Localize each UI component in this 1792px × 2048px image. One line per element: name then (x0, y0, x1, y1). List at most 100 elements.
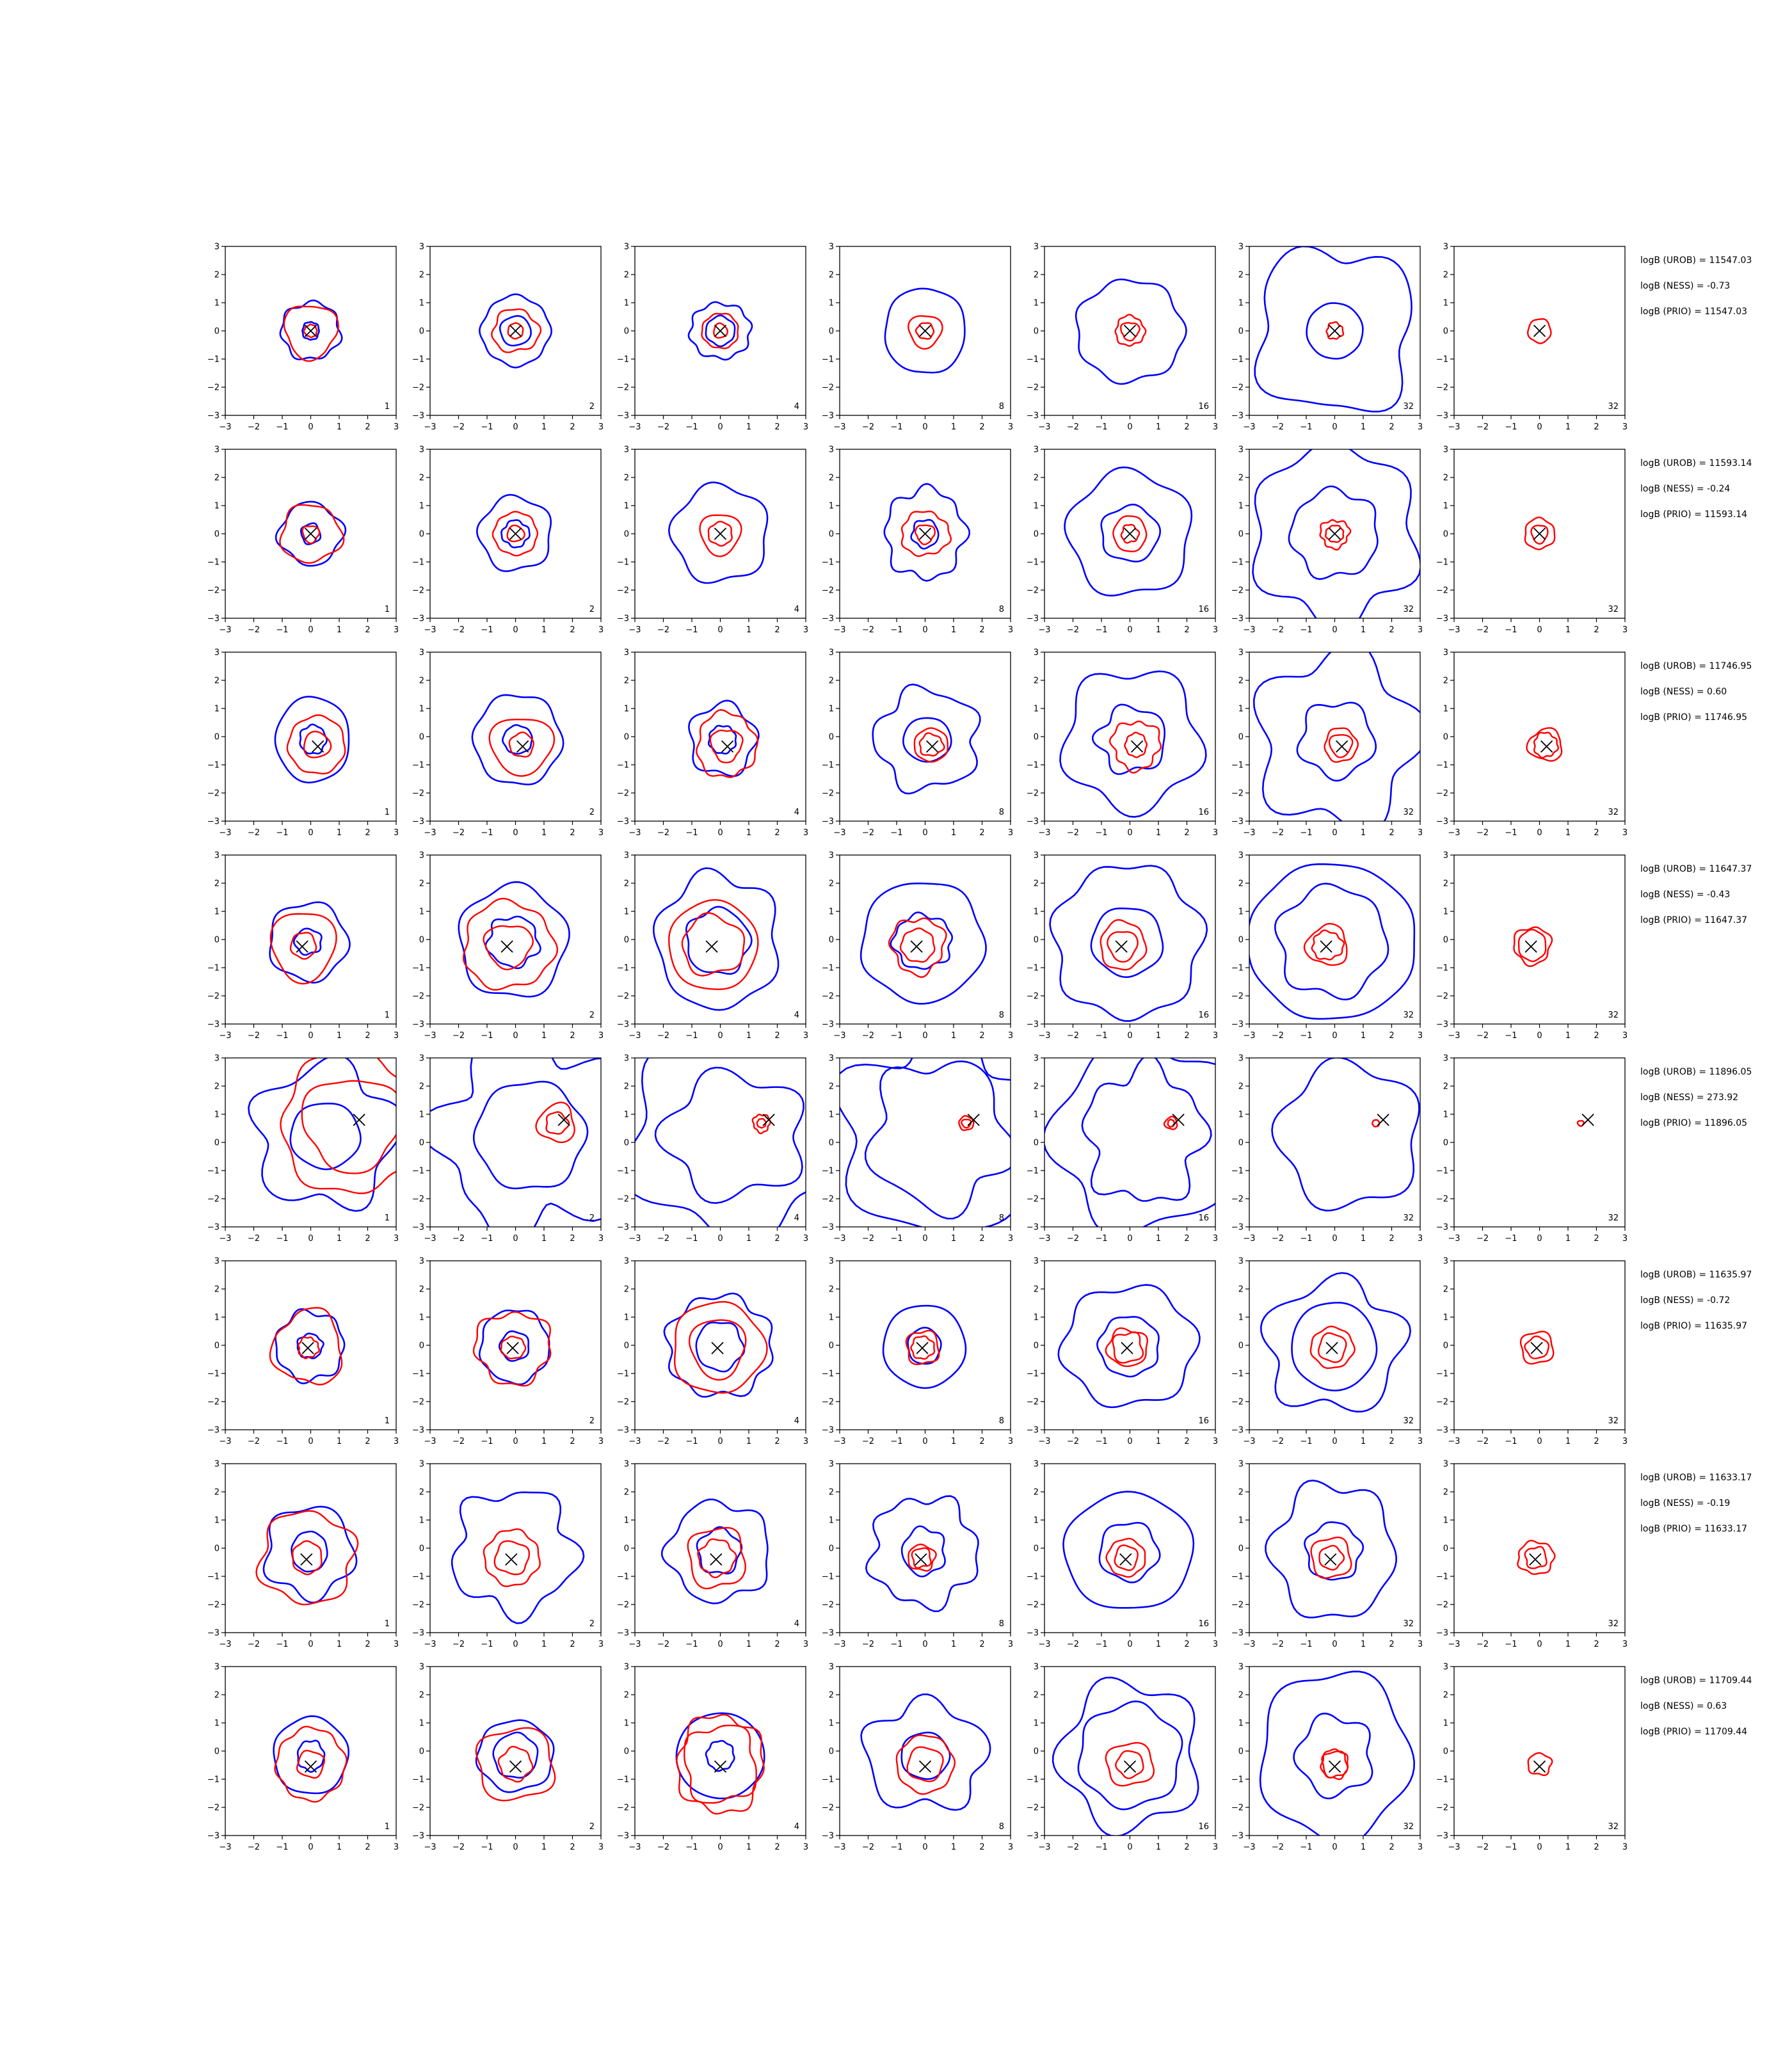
red-contour (535, 1101, 575, 1144)
panel-r6-c1: −3 −2 −1 0 1 2 3 −3 −2 −1 0 1 2 3 1 (207, 1257, 399, 1447)
logb-stat-2: logB (NESS) = -0.73 (1640, 281, 1730, 291)
y-tick-label: −3 (207, 1020, 220, 1030)
panel-number-label: 16 (1198, 1416, 1209, 1426)
y-tick-label: −3 (617, 1426, 629, 1436)
red-contour (289, 932, 317, 960)
x-tick-label: 2 (1389, 1640, 1394, 1649)
x-tick-label: −2 (248, 1843, 260, 1852)
red-contour (488, 719, 556, 777)
y-tick-label: 0 (1034, 1341, 1039, 1351)
axes-frame (1044, 1057, 1216, 1228)
x-tick-label: −2 (1476, 1031, 1489, 1041)
red-contour (676, 1713, 765, 1815)
x-tick-label: −1 (1300, 625, 1312, 635)
x-tick-label: 2 (1184, 1437, 1189, 1446)
plot-area (1049, 865, 1208, 1022)
red-contour (301, 525, 321, 545)
x-tick-label: −1 (1300, 1843, 1312, 1852)
panel-r1-c6: −3 −2 −1 0 1 2 3 −3 −2 −1 0 1 2 3 32 (1231, 243, 1423, 433)
x-marker (301, 1341, 314, 1355)
plot-area (255, 1505, 359, 1606)
x-tick-label: 1 (337, 1843, 342, 1852)
blue-contour (900, 1731, 951, 1780)
y-tick-label: 3 (1238, 1460, 1244, 1469)
red-contour (1372, 1119, 1380, 1128)
plot-area (1526, 727, 1563, 762)
x-tick-label: 3 (803, 1234, 808, 1244)
plot-area (458, 881, 570, 998)
red-contour (701, 312, 739, 349)
y-tick-label: 1 (624, 1516, 629, 1526)
plot-area (1524, 516, 1556, 550)
plot-area (475, 1719, 556, 1802)
x-tick-label: 1 (1156, 422, 1161, 432)
panel-number-label: 2 (589, 808, 595, 817)
x-tick-label: 3 (1418, 1031, 1423, 1041)
y-tick-label: 0 (1443, 1747, 1448, 1757)
x-marker (1123, 1760, 1137, 1773)
panel-r8-c1: −3 −2 −1 0 1 2 3 −3 −2 −1 0 1 2 3 1 (207, 1663, 399, 1853)
panel-r3-c2: −3 −2 −1 0 1 2 3 −3 −2 −1 0 1 2 3 2 (412, 648, 604, 838)
x-marker (311, 740, 324, 753)
y-tick-label: −2 (617, 992, 629, 1002)
y-tick-label: 3 (1443, 1663, 1448, 1672)
x-marker (925, 740, 939, 753)
y-tick-label: −2 (617, 383, 629, 393)
y-tick-label: 0 (1238, 1341, 1244, 1351)
panel-r5-c1: −3 −2 −1 0 1 2 3 −3 −2 −1 0 1 2 3 1 (207, 1054, 399, 1244)
y-tick-label: −1 (1027, 355, 1039, 365)
blue-contour (661, 1498, 769, 1604)
x-tick-label: 3 (394, 828, 399, 838)
red-contour (756, 1117, 767, 1129)
panel-r3-c5: −3 −2 −1 0 1 2 3 −3 −2 −1 0 1 2 3 16 (1027, 648, 1218, 838)
blue-contour (484, 915, 541, 970)
panel-r7-c4: −3 −2 −1 0 1 2 3 −3 −2 −1 0 1 2 3 8 (822, 1460, 1013, 1650)
x-tick-label: 0 (922, 625, 927, 635)
x-tick-label: 1 (1361, 422, 1366, 432)
y-tick-label: −2 (1231, 1804, 1244, 1813)
x-tick-label: −2 (1476, 625, 1489, 635)
plot-area (1527, 318, 1552, 344)
logb-stat-1: logB (UROB) = 11647.37 (1640, 864, 1752, 874)
axes-frame (225, 1463, 397, 1633)
panel-r6-c2: −3 −2 −1 0 1 2 3 −3 −2 −1 0 1 2 3 2 (412, 1257, 604, 1447)
y-tick-label: −1 (1436, 1775, 1448, 1785)
y-tick-label: −3 (1231, 1426, 1244, 1436)
x-tick-label: 0 (922, 1843, 927, 1852)
red-contour (900, 510, 952, 557)
blue-contour (1306, 302, 1364, 360)
y-tick-label: −1 (1436, 964, 1448, 973)
red-contour (462, 897, 559, 991)
plot-area (273, 1715, 350, 1803)
axes-frame (1249, 854, 1421, 1025)
x-tick-label: 0 (1537, 1031, 1542, 1041)
y-tick-label: 3 (1238, 445, 1244, 455)
x-tick-label: 0 (1332, 1031, 1337, 1041)
y-tick-label: −2 (1027, 789, 1039, 799)
y-tick-label: 1 (1443, 299, 1448, 308)
y-tick-label: −3 (822, 412, 834, 421)
logb-stat-1: logB (UROB) = 11593.14 (1640, 458, 1752, 468)
y-tick-label: −3 (1231, 817, 1244, 827)
x-tick-label: −3 (1243, 1437, 1255, 1446)
x-tick-label: −3 (1448, 1234, 1460, 1244)
x-tick-label: −3 (1448, 1640, 1460, 1649)
panel-r2-c1: −3 −2 −1 0 1 2 3 −3 −2 −1 0 1 2 3 1 (207, 445, 399, 636)
y-tick-label: −3 (412, 412, 424, 421)
x-tick-label: 1 (951, 422, 956, 432)
red-contour (269, 913, 337, 985)
y-tick-label: −2 (207, 586, 220, 596)
x-tick-label: 2 (1389, 828, 1394, 838)
axes-frame (225, 652, 397, 822)
y-tick-label: −1 (1027, 1370, 1039, 1379)
x-tick-label: −1 (1095, 828, 1107, 838)
panel-number-label: 32 (1403, 605, 1414, 614)
red-contour (301, 1080, 396, 1174)
plot-area (476, 493, 552, 572)
x-tick-label: 1 (541, 1640, 547, 1649)
logb-stat-1: logB (UROB) = 11633.17 (1640, 1473, 1752, 1483)
x-tick-label: 3 (598, 1234, 604, 1244)
y-tick-label: 2 (419, 474, 424, 483)
plot-area (269, 1307, 346, 1386)
